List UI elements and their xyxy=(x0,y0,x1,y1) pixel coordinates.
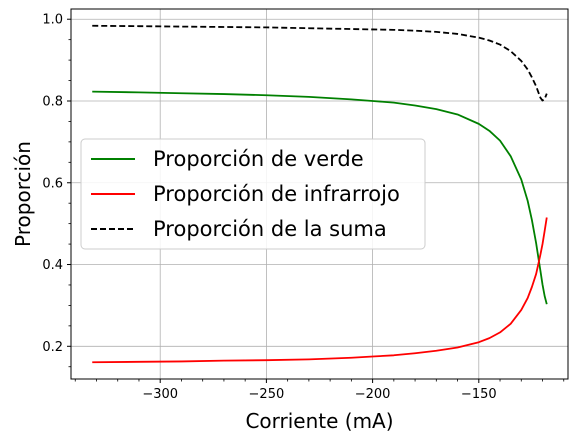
x-tick-label: −200 xyxy=(355,387,391,402)
y-axis-title: Proporción xyxy=(11,141,35,247)
y-tick-label: 0.6 xyxy=(42,176,63,191)
x-axis-title: Corriente (mA) xyxy=(245,409,393,433)
series-verde-line xyxy=(92,90,548,305)
series-layer xyxy=(92,24,548,364)
legend-label-suma: Proporción de la suma xyxy=(153,217,387,241)
y-tick-label: 0.8 xyxy=(42,94,63,109)
legend-label-verde: Proporción de verde xyxy=(153,147,364,171)
legend-label-infrarrojo: Proporción de infrarrojo xyxy=(153,182,400,206)
y-tick-label: 0.4 xyxy=(42,258,63,273)
series-infrarrojo-line xyxy=(92,217,548,364)
x-tick-label: −300 xyxy=(142,387,178,402)
plot-frame xyxy=(70,8,569,380)
legend: Proporción de verde Proporción de infrar… xyxy=(80,138,426,250)
series-suma-line xyxy=(92,24,548,102)
axis-ticks: −300 −250 −200 −150 0.2 0.4 0.6 0.8 1.0 xyxy=(42,13,565,402)
x-tick-label: −150 xyxy=(461,387,497,402)
x-tick-label: −250 xyxy=(249,387,285,402)
legend-box xyxy=(80,138,426,250)
y-tick-label: 0.2 xyxy=(42,340,63,355)
y-tick-label: 1.0 xyxy=(42,13,63,28)
